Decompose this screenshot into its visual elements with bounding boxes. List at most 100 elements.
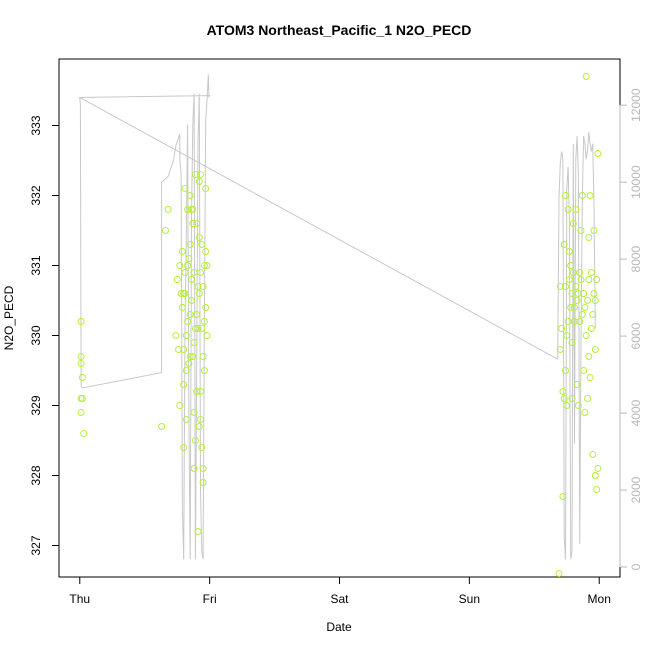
y-tick-label: 330 bbox=[29, 325, 43, 345]
data-point bbox=[173, 276, 181, 283]
data-point bbox=[572, 283, 580, 290]
data-point bbox=[188, 297, 195, 304]
data-point bbox=[198, 241, 206, 248]
data-point bbox=[195, 234, 203, 241]
plot-frame bbox=[58, 58, 621, 578]
data-point bbox=[195, 178, 203, 185]
data-point bbox=[591, 472, 599, 479]
data-point bbox=[558, 325, 566, 332]
data-point bbox=[560, 395, 568, 402]
data-point bbox=[582, 332, 590, 339]
data-point bbox=[584, 395, 591, 402]
data-point bbox=[567, 304, 575, 311]
data-point bbox=[184, 262, 192, 269]
data-point bbox=[184, 318, 192, 325]
data-point bbox=[200, 262, 208, 269]
data-point bbox=[576, 269, 584, 276]
data-point bbox=[199, 283, 207, 290]
data-point bbox=[185, 255, 193, 262]
data-point bbox=[190, 409, 198, 416]
data-point bbox=[562, 192, 569, 199]
data-point bbox=[202, 248, 210, 255]
data-point bbox=[582, 73, 590, 80]
data-point bbox=[594, 465, 602, 472]
data-point bbox=[574, 402, 582, 409]
data-point bbox=[186, 311, 194, 318]
data-point bbox=[177, 290, 185, 297]
data-point bbox=[576, 318, 584, 325]
data-point bbox=[568, 395, 576, 402]
data-point bbox=[559, 388, 567, 395]
y-tick-label: 333 bbox=[29, 115, 43, 135]
chart-title: ATOM3 Northeast_Pacific_1 N2O_PECD bbox=[207, 22, 472, 38]
data-point bbox=[555, 570, 563, 577]
data-point bbox=[181, 269, 189, 276]
data-point bbox=[567, 262, 575, 269]
data-point bbox=[584, 297, 591, 304]
data-point bbox=[199, 465, 207, 472]
data-point bbox=[578, 311, 586, 318]
data-point bbox=[189, 220, 197, 227]
data-point bbox=[203, 332, 211, 339]
data-point bbox=[197, 388, 204, 395]
data-point bbox=[594, 150, 602, 157]
data-point bbox=[586, 192, 594, 199]
x-tick-label: Fri bbox=[203, 592, 217, 606]
data-point bbox=[195, 290, 203, 297]
data-point bbox=[591, 297, 599, 304]
data-point bbox=[199, 353, 207, 360]
y-tick-label: 332 bbox=[29, 185, 43, 205]
data-point bbox=[194, 325, 202, 332]
y-right-tick-label: 10000 bbox=[629, 165, 643, 199]
y-axis-label: N2O_PECD bbox=[2, 285, 16, 350]
data-point bbox=[182, 367, 190, 374]
data-point bbox=[560, 241, 568, 248]
y-right-tick-label: 6000 bbox=[629, 322, 643, 349]
data-point bbox=[573, 297, 581, 304]
x-tick-label: Sat bbox=[330, 592, 349, 606]
data-point bbox=[186, 241, 194, 248]
data-point bbox=[586, 374, 594, 381]
data-point bbox=[197, 416, 204, 423]
data-point bbox=[158, 423, 166, 430]
data-point bbox=[199, 479, 207, 486]
data-point bbox=[202, 304, 210, 311]
data-point bbox=[180, 444, 188, 451]
data-point bbox=[184, 206, 192, 213]
data-point bbox=[571, 318, 578, 325]
data-point bbox=[581, 304, 589, 311]
data-point bbox=[591, 346, 599, 353]
data-point bbox=[580, 290, 588, 297]
data-point bbox=[80, 430, 88, 437]
data-point bbox=[176, 402, 184, 409]
data-point bbox=[571, 304, 578, 311]
data-point bbox=[593, 276, 601, 283]
data-point bbox=[568, 339, 576, 346]
data-point bbox=[78, 395, 86, 402]
y-right-tick-label: 2000 bbox=[629, 476, 643, 503]
data-point bbox=[193, 388, 201, 395]
data-point bbox=[189, 353, 197, 360]
data-point bbox=[77, 360, 85, 367]
data-point bbox=[569, 220, 577, 227]
data-point bbox=[562, 367, 569, 374]
data-point bbox=[180, 381, 188, 388]
data-point bbox=[185, 360, 193, 367]
x-tick-label: Mon bbox=[588, 592, 611, 606]
data-point bbox=[178, 304, 186, 311]
data-point bbox=[562, 283, 569, 290]
data-point bbox=[564, 206, 572, 213]
y-tick-label: 327 bbox=[29, 535, 43, 555]
y-right-tick-label: 8000 bbox=[629, 245, 643, 272]
data-point bbox=[77, 318, 85, 325]
left-axis: 327 328 329 330 331 332 333 bbox=[29, 115, 60, 556]
data-point bbox=[197, 269, 204, 276]
data-point bbox=[563, 332, 571, 339]
data-point bbox=[186, 192, 194, 199]
data-point bbox=[182, 416, 190, 423]
y-tick-label: 331 bbox=[29, 255, 43, 275]
data-point bbox=[176, 262, 184, 269]
data-point bbox=[77, 409, 85, 416]
